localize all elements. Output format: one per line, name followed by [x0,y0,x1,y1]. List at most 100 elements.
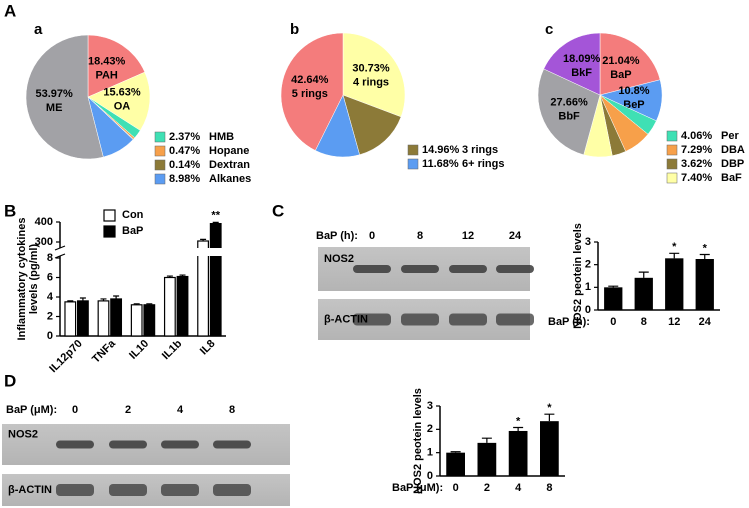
legend-swatch [103,209,116,222]
error-bar [146,303,153,305]
y-axis-label: NOS2 peotein levels [572,223,584,329]
bar [97,300,110,337]
blot-band [213,440,251,449]
y-tick-label: 0 [427,470,433,482]
pie-slice [25,34,104,160]
pie-name-label: ME [46,102,63,114]
pie-slice [543,32,601,96]
legend-name: Dextran [209,159,250,171]
error-bar [200,238,207,241]
error-bar [179,274,186,277]
blot-band [496,265,534,273]
panel-label: c [545,21,553,38]
pie-name-label: BaP [610,69,631,81]
legend-value: 7.40% [681,172,712,184]
legend-value: 7.29% [681,144,712,156]
blot-band [353,265,391,273]
x-tick-label: 24 [699,316,712,328]
legend-swatch [666,144,678,156]
blot-lane-label: 8 [417,230,423,242]
legend-value: 0.14% [169,159,200,171]
error-bar [212,221,219,224]
pie-slice [87,34,146,98]
legend-value: 2.37% [169,131,200,143]
error-bar [133,303,140,305]
legend-value: 14.96% [422,144,460,156]
pie-slice [87,71,151,131]
blot-band [161,440,199,449]
y-axis-label: levels (pg/ml) [28,244,40,315]
y-axis-label: Inflammatory cytokines [16,218,28,341]
x-tick-label: IL8 [198,338,218,358]
legend-swatch [666,130,678,142]
legend-swatch [666,172,678,184]
legend-name: 6+ rings [462,158,505,170]
bar [634,277,653,310]
significance: * [703,242,708,254]
error-bar [669,252,680,259]
pie-slice [280,32,344,151]
blot-band [353,313,391,326]
blot-band [449,313,487,326]
blot-lane-label: 4 [177,404,184,416]
blot-condition-label: BaP (μM): [6,404,57,416]
panel-label: A [4,1,16,20]
legend-name: DBP [721,158,744,170]
legend-value: 8.98% [169,173,200,185]
significance: * [547,402,552,414]
pie-value-label: 27.66% [550,96,588,108]
y-tick-label: 0 [47,330,53,342]
y-tick-label: 1 [427,447,433,459]
x-tick-label: 0 [453,482,459,494]
pie-value-label: 21.04% [602,55,640,67]
x-axis-label: BaP (μM): [392,482,443,494]
bar [76,300,89,337]
legend-name: BaF [721,172,742,184]
error-bar [481,437,492,443]
pie-name-label: 4 rings [353,76,389,88]
x-tick-label: 2 [484,482,490,494]
legend-swatch [103,225,116,238]
legend-name: HMB [209,131,234,143]
y-tick-label: 1 [585,281,591,293]
pie-value-label: 53.97% [36,88,74,100]
x-tick-label: IL10 [127,338,151,362]
blot-band [449,265,487,273]
panel-label: C [272,201,284,220]
legend-value: 0.47% [169,145,200,157]
error-bar [67,300,74,302]
pie-slice [342,32,406,118]
legend-swatch [154,145,166,157]
legend-label: Con [122,209,144,221]
legend-name: DBA [721,144,745,156]
legend-value: 11.68% [422,158,459,170]
blot-row-label: NOS2 [8,428,38,440]
error-bar [79,297,86,301]
legend-swatch [154,159,166,171]
blot-lane-label: 0 [369,230,375,242]
legend-name: 3 rings [462,144,498,156]
blot-band [56,440,94,449]
y-axis-label: NOS2 peotein levels [412,388,424,494]
error-bar [450,451,461,453]
bar [508,430,528,476]
error-bar [608,285,619,288]
blot-band [109,484,147,496]
y-tick-label: 6 [47,271,53,283]
axis-break-gap [54,248,226,256]
pie-name-label: BbF [558,110,580,122]
blot-row-label: β-ACTIN [8,484,52,496]
bar [176,275,189,337]
blot-row-label: β-ACTIN [324,313,368,325]
x-tick-label: IL12p70 [47,338,84,375]
x-tick-label: 8 [546,482,552,494]
pie-slice [537,68,601,156]
pie-slice [342,94,402,156]
pie-name-label: BkF [571,67,592,79]
blot-lane-label: 0 [72,404,78,416]
legend-swatch [666,158,678,170]
pie-value-label: 18.09% [563,53,601,65]
bar [477,442,497,476]
bar [143,304,156,337]
y-tick-label: 8 [47,252,53,264]
